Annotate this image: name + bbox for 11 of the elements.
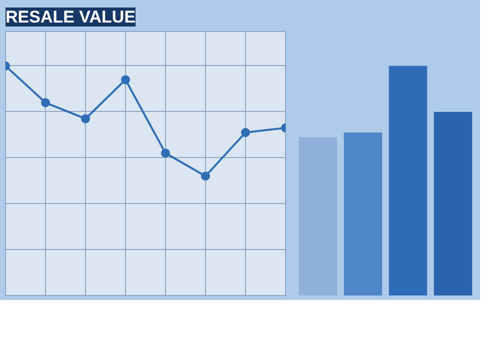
point <box>41 98 50 108</box>
bar <box>388 66 428 296</box>
point <box>81 114 90 124</box>
point <box>121 75 130 84</box>
bar <box>298 137 338 296</box>
point <box>201 172 210 181</box>
point <box>241 128 250 137</box>
point <box>161 148 170 158</box>
bar <box>344 132 382 296</box>
chart-title: RESALE VALUE <box>6 8 136 26</box>
bar <box>434 112 472 296</box>
